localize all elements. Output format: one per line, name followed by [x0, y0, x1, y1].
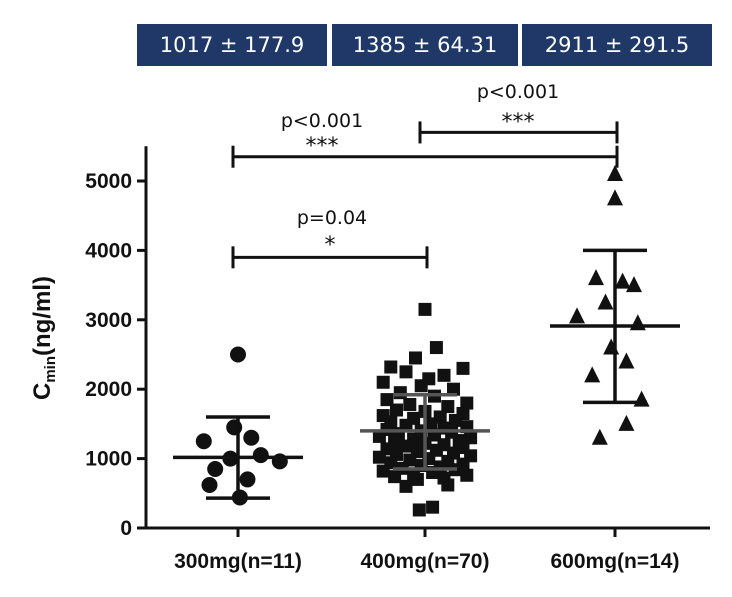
data-point-1-13 — [380, 393, 394, 407]
data-point-2-0 — [607, 165, 623, 182]
data-point-1-23 — [448, 413, 462, 427]
data-point-1-62 — [460, 468, 474, 482]
data-point-2-11 — [633, 390, 650, 407]
data-point-0-2 — [243, 429, 260, 446]
data-point-2-4 — [626, 276, 642, 293]
data-point-2-8 — [603, 338, 620, 355]
p-value-label-2: p<0.001 — [477, 81, 559, 103]
x-tick-label-1: 400mg(n=70) — [361, 550, 490, 573]
data-point-2-9 — [618, 352, 635, 369]
data-point-1-11 — [393, 386, 407, 400]
data-point-1-3 — [384, 360, 398, 374]
data-point-0-8 — [239, 471, 256, 488]
data-point-1-17 — [390, 403, 403, 417]
data-point-1-9 — [414, 379, 428, 393]
y-axis-label: Cmin(ng/ml) — [29, 276, 59, 400]
axes: 0 1000 2000 3000 4000 5000 300mg(n=11) 400mg(n=… — [85, 146, 710, 573]
significance-stars-0: * — [325, 233, 336, 258]
data-point-1-1 — [429, 341, 443, 355]
data-point-2-13 — [591, 428, 608, 445]
data-point-1-6 — [437, 368, 451, 382]
y-tick-label-2: 2000 — [85, 378, 132, 401]
data-point-0-9 — [201, 476, 218, 493]
data-point-1-4 — [456, 361, 470, 375]
data-point-1-2 — [409, 351, 422, 365]
data-point-2-10 — [584, 366, 601, 383]
summary-box-600mg: 2911 ± 291.5 — [522, 24, 712, 66]
data-point-0-7 — [207, 461, 224, 478]
data-point-2-5 — [597, 293, 614, 310]
data-point-2-1 — [607, 189, 623, 206]
data-point-1-16 — [441, 400, 455, 414]
significance-stars-2: *** — [502, 110, 535, 135]
y-tick-label-3: 3000 — [85, 309, 132, 332]
data-point-1-59 — [376, 464, 390, 478]
data-marks — [173, 165, 680, 517]
x-tick-label-0: 300mg(n=11) — [174, 550, 302, 573]
data-point-1-0 — [418, 302, 432, 316]
data-point-2-7 — [629, 314, 646, 331]
data-point-0-0 — [230, 346, 246, 363]
data-point-1-5 — [399, 365, 413, 379]
data-point-0-4 — [252, 447, 269, 464]
y-tick-label-0: 0 — [120, 517, 132, 540]
data-point-1-63 — [388, 470, 402, 484]
data-point-2-2 — [614, 272, 631, 289]
data-point-2-6 — [569, 307, 585, 324]
summary-box-300mg: 1017 ± 177.9 — [137, 24, 327, 66]
summary-box-400mg: 1385 ± 64.31 — [332, 24, 518, 66]
data-point-1-34 — [372, 429, 386, 443]
data-point-0-1 — [226, 419, 243, 436]
data-point-2-3 — [588, 269, 604, 286]
p-value-label-0: p=0.04 — [297, 207, 367, 229]
significance-stars-1: *** — [306, 134, 339, 159]
y-tick-label-4: 4000 — [85, 239, 132, 262]
data-point-0-3 — [195, 433, 212, 450]
data-point-1-65 — [410, 472, 424, 486]
data-point-1-10 — [447, 382, 460, 396]
data-point-1-49 — [372, 450, 386, 464]
data-point-2-12 — [618, 414, 635, 431]
y-tick-label-5: 5000 — [85, 170, 132, 193]
data-point-1-14 — [460, 396, 474, 410]
significance-annotations: p=0.04*p<0.001***p<0.001*** — [231, 81, 619, 269]
data-point-1-67 — [441, 478, 455, 492]
data-point-1-69 — [426, 500, 440, 514]
y-tick-label-1: 1000 — [85, 448, 132, 471]
data-point-1-8 — [376, 375, 390, 389]
data-point-1-15 — [403, 397, 417, 411]
x-tick-label-2: 600mg(n=14) — [551, 550, 680, 573]
data-point-1-66 — [399, 479, 413, 493]
p-value-label-1: p<0.001 — [281, 110, 363, 132]
data-point-1-68 — [412, 503, 426, 517]
